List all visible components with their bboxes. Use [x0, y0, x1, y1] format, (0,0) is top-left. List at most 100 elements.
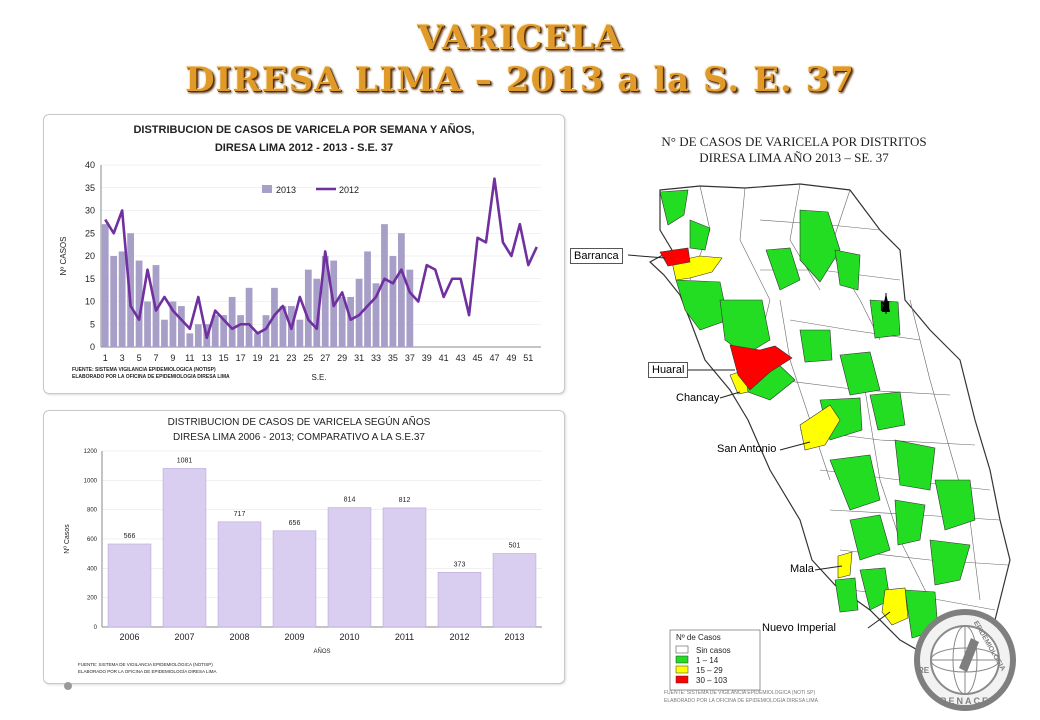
chart1-xtick: 29: [337, 353, 347, 363]
chart2-ytick: 1200: [84, 449, 98, 455]
logo-re-text: RE: [918, 666, 930, 675]
chart1-xtick: 19: [253, 353, 263, 363]
chart2-ylabel: Nº Casos: [64, 524, 71, 554]
chart1-bar-2013: [194, 324, 202, 347]
yearly-cases-chart: DISTRIBUCION DE CASOS DE VARICELA SEGÚN …: [64, 415, 542, 674]
chart1-xtick: 23: [286, 353, 296, 363]
chart1-xtick: 51: [523, 353, 533, 363]
chart2-bar: [272, 530, 317, 628]
chart1-bar-2013: [372, 283, 380, 347]
chart1-bar-2013: [101, 224, 109, 347]
chart2-bar: [162, 468, 207, 628]
label-barranca: Barranca: [570, 248, 623, 264]
label-leaders: [627, 254, 891, 629]
chart2-xtick: 2013: [504, 632, 524, 642]
chart2-bar: [492, 553, 537, 628]
map-title: N° DE CASOS DE VARICELA POR DISTRITOS: [661, 134, 927, 149]
map-legend-label: 15 – 29: [696, 666, 723, 675]
chart1-bar-2013: [186, 333, 194, 347]
map-source-line1: FUENTE: SISTEMA DE VIGILANCIA EPIDEMIOLO…: [664, 690, 816, 696]
main-subtitle: DIRESA LIMA – 2013 a la S. E. 37: [185, 60, 855, 100]
chart1-source-line2: ELABORADO POR LA OFICINA DE EPIDEMIOLOGI…: [72, 374, 230, 380]
yearly-chart-panel: DISTRIBUCION DE CASOS DE VARICELA SEGÚN …: [43, 410, 565, 684]
chart1-ytick: 15: [85, 274, 95, 284]
map-legend-swatch: [675, 645, 689, 654]
chart1-xtick: 27: [320, 353, 330, 363]
chart1-bar-2013: [220, 315, 228, 347]
chart1-ytick: 10: [85, 297, 95, 307]
weekly-cases-chart: DISTRIBUCION DE CASOS DE VARICELA POR SE…: [59, 123, 541, 382]
chart1-xtick: 49: [506, 353, 516, 363]
label-nuevo-imperial: Nuevo Imperial: [762, 622, 836, 634]
chart1-ytick: 40: [85, 160, 95, 170]
chart2-xtick: 2010: [339, 632, 359, 642]
map-legend-label: 1 – 14: [696, 656, 719, 665]
chart1-bar-2013: [178, 306, 185, 347]
chart1-xtick: 21: [269, 353, 279, 363]
chart1-bar-2013: [389, 256, 397, 347]
chart2-value-label: 812: [399, 497, 411, 504]
chart2-value-label: 501: [509, 543, 521, 550]
chart2-ytick: 0: [94, 625, 98, 631]
chart1-xtick: 31: [354, 353, 364, 363]
weekly-chart-panel: DISTRIBUCION DE CASOS DE VARICELA POR SE…: [43, 114, 565, 394]
chart2-xtick: 2012: [449, 632, 469, 642]
chart1-xtick: 43: [456, 353, 466, 363]
chart2-xtick: 2011: [395, 632, 414, 642]
chart1-xtick: 15: [219, 353, 229, 363]
chart1-bar-2013: [144, 301, 151, 347]
map-legend-title: Nº de Casos: [676, 633, 721, 642]
chart2-ytick: 200: [87, 596, 98, 602]
chart1-xtick: 17: [236, 353, 246, 363]
chart1-legend-label-2012: 2012: [339, 185, 359, 195]
chart2-bar: [327, 507, 372, 628]
chart1-bar-2013: [118, 251, 126, 347]
chart1-ytick: 35: [85, 183, 95, 193]
chart2-ytick: 600: [87, 537, 98, 543]
logo-renace-text: RENACE: [940, 696, 991, 706]
chart1-ylabel: Nº CASOS: [59, 237, 68, 276]
chart1-bar-2013: [211, 315, 219, 347]
chart1-bar-2013: [364, 251, 371, 347]
chart1-xtick: 5: [137, 353, 142, 363]
chart2-value-label: 566: [124, 533, 136, 540]
map-legend-label: Sin casos: [696, 646, 731, 655]
chart1-bar-2013: [279, 306, 287, 347]
chart1-title-line1: DISTRIBUCION DE CASOS DE VARICELA POR SE…: [133, 123, 474, 136]
map-legend-swatch: [675, 665, 689, 674]
chart2-bar: [382, 507, 427, 628]
chart2-source-line2: ELABORADO POR LA OFICINA DE EPIDEMIOLOGÍ…: [78, 668, 217, 674]
chart2-source-line1: FUENTE: SISTEMA DE VIGILANCIA EPIDEMIOLÓ…: [78, 661, 213, 667]
chart1-ytick: 5: [90, 319, 95, 329]
chart1-bar-2013: [127, 233, 134, 347]
label-mala: Mala: [790, 563, 814, 575]
map-source-line2: ELABORADO POR LA OFICINA DE EPIDEMIOLOGI…: [664, 698, 818, 704]
chart2-title-line1: DISTRIBUCION DE CASOS DE VARICELA SEGÚN …: [168, 415, 431, 428]
chart2-xtick: 2007: [174, 632, 194, 642]
chart2-xtick: 2006: [119, 632, 139, 642]
chart1-bar-2013: [338, 296, 346, 347]
chart1-legend-label-2013: 2013: [276, 185, 296, 195]
chart1-line-2012: [104, 177, 538, 340]
chart1-bar-2013: [355, 278, 363, 347]
chart1-title-line2: DIRESA LIMA 2012 - 2013 - S.E. 37: [215, 142, 393, 154]
chart1-bar-2013: [245, 287, 253, 347]
chart1-bar-2013: [228, 296, 236, 347]
chart1-ytick: 20: [85, 251, 95, 261]
chart1-xtick: 13: [202, 353, 212, 363]
chart1-bar-2013: [161, 319, 168, 347]
region-outline: [648, 183, 1011, 666]
chart1-xtick: 33: [371, 353, 381, 363]
chart2-bar: [107, 543, 152, 628]
chart2-value-label: 814: [344, 497, 356, 504]
chart1-ytick: 0: [90, 342, 95, 352]
chart2-ytick: 800: [87, 508, 98, 514]
label-san-antonio: San Antonio: [717, 443, 777, 455]
chart2-value-label: 373: [454, 561, 466, 568]
chart2-xtick: 2008: [229, 632, 249, 642]
chart1-xtick: 41: [439, 353, 449, 363]
chart1-bar-2013: [110, 256, 118, 347]
chart1-xtick: 1: [103, 353, 108, 363]
chart1-bar-2013: [262, 315, 270, 347]
chart1-xtick: 39: [422, 353, 432, 363]
